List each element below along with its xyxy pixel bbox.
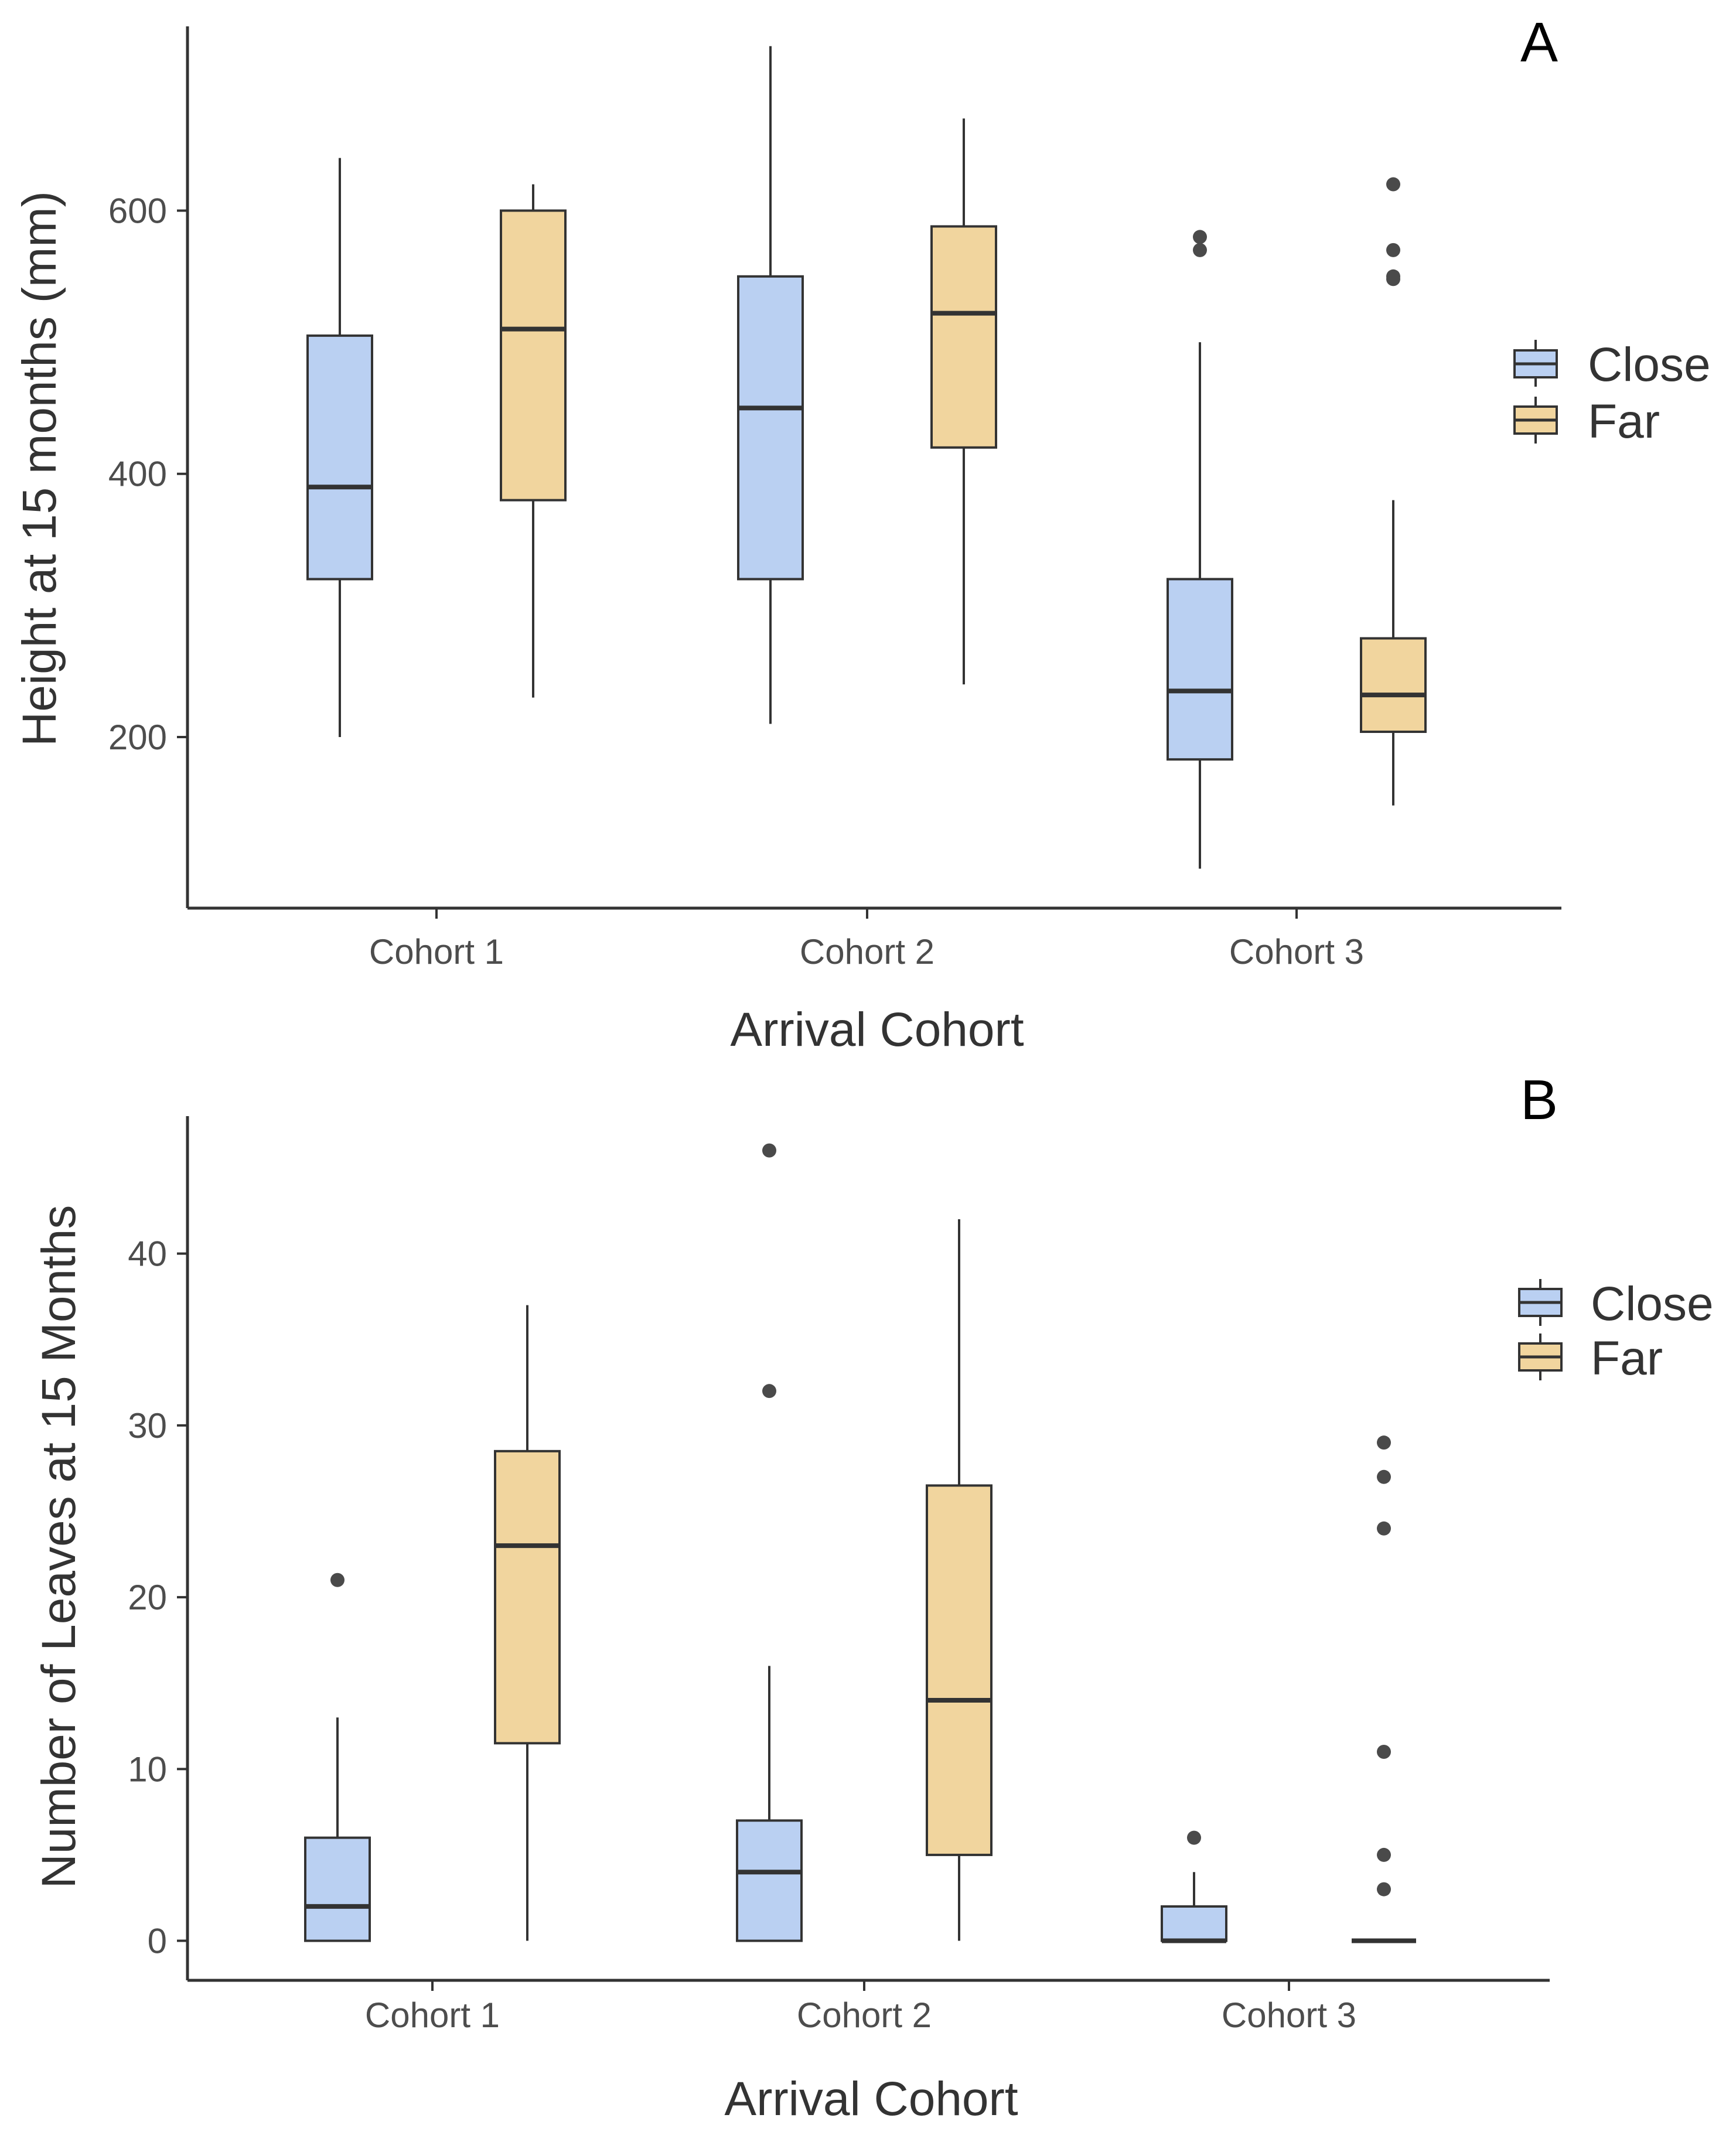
outlier-point	[330, 1573, 345, 1587]
panel-b-box-close-cohort-1	[304, 1573, 371, 1942]
panel-b-legend-far-key	[1518, 1333, 1563, 1380]
panel-b-y-ticks: 0 10 20 30 40	[128, 1234, 187, 1961]
panel-b-legend: Close Far	[1518, 1277, 1714, 1385]
panel-b-legend-far-label: Far	[1591, 1332, 1663, 1385]
panel-a-legend-close-label: Close	[1588, 338, 1711, 391]
box-iqr	[736, 1819, 803, 1942]
panel-a-legend: Close Far	[1513, 338, 1711, 448]
outlier-point	[1193, 230, 1207, 244]
outlier-point	[1386, 269, 1400, 284]
panel-a-y-ticks: 200 400 600	[108, 191, 187, 757]
panel-a-y-tick-label: 200	[108, 718, 167, 757]
panel-b-y-tick-label: 20	[128, 1578, 167, 1617]
outlier-point	[1377, 1469, 1391, 1484]
box-iqr	[737, 275, 804, 581]
outlier-point	[1187, 1830, 1201, 1845]
panel-a-x-tick-label: Cohort 2	[800, 932, 934, 971]
panel-a-legend-far-key	[1513, 397, 1558, 444]
panel-b-y-axis-title: Number of Leaves at 15 Months	[32, 1205, 86, 1889]
outlier-point	[762, 1143, 776, 1158]
panel-b-box-close-cohort-2	[736, 1143, 803, 1942]
outlier-point	[1377, 1847, 1391, 1862]
box-iqr	[500, 209, 567, 502]
panel-b-legend-close-label: Close	[1591, 1277, 1714, 1331]
panel-a-y-tick-label: 400	[108, 455, 167, 494]
panel-a-x-axis-title: Arrival Cohort	[730, 1003, 1024, 1056]
panel-a-box-far-cohort-2	[930, 118, 997, 685]
panel-b-box-close-cohort-3	[1161, 1830, 1227, 1943]
panel-a-legend-close-key	[1513, 340, 1558, 387]
panel-b-legend-close-key	[1518, 1279, 1563, 1326]
box-iqr	[1161, 1905, 1227, 1942]
panel-b-x-ticks: Cohort 1 Cohort 2 Cohort 3	[365, 1980, 1356, 2035]
panel-a-x-tick-label: Cohort 3	[1229, 932, 1364, 971]
panel-b-y-tick-label: 30	[128, 1406, 167, 1445]
panel-a-box-far-cohort-3	[1360, 177, 1427, 806]
panel-b-plot-area	[304, 1143, 1416, 1943]
outlier-point	[1386, 177, 1400, 192]
panel-a-legend-far-label: Far	[1588, 395, 1660, 448]
panel-b-x-tick-label: Cohort 3	[1222, 1996, 1356, 2035]
outlier-point	[1377, 1435, 1391, 1450]
outlier-point	[1377, 1882, 1391, 1897]
panel-a-label: A	[1520, 11, 1558, 74]
panel-b-label: B	[1520, 1069, 1558, 1131]
panel-b-box-far-cohort-3	[1352, 1435, 1416, 1943]
panel-a-plot-area	[306, 46, 1427, 869]
outlier-point	[1377, 1744, 1391, 1759]
box-iqr	[1360, 637, 1427, 733]
panel-b-box-far-cohort-1	[494, 1305, 561, 1941]
panel-a-x-tick-label: Cohort 1	[369, 932, 504, 971]
panel-a-x-ticks: Cohort 1 Cohort 2 Cohort 3	[369, 908, 1364, 971]
panel-a-y-tick-label: 600	[108, 191, 167, 230]
box-iqr	[306, 334, 373, 581]
outlier-point	[1386, 243, 1400, 257]
outlier-point	[1377, 1521, 1391, 1536]
panel-b-x-axis-title: Arrival Cohort	[724, 2072, 1018, 2126]
box-iqr	[494, 1450, 561, 1745]
panel-a-height-chart: A 200 400 600 Cohort 1 Cohort 2 Cohort 3 Arr…	[13, 11, 1711, 1056]
panel-b-leaves-chart: B 0 10 20 30 40 Cohort 1 Cohort 2 Cohort 3 Arr…	[32, 1069, 1714, 2126]
panel-b-y-tick-label: 40	[128, 1234, 167, 1274]
panel-b-y-tick-label: 10	[128, 1749, 167, 1789]
outlier-point	[1193, 243, 1207, 257]
panel-a-y-axis-title: Height at 15 months (mm)	[13, 191, 66, 746]
panel-b-x-tick-label: Cohort 2	[797, 1996, 932, 2035]
panel-b-y-tick-label: 0	[148, 1922, 167, 1961]
box-iqr	[926, 1484, 993, 1856]
box-iqr	[304, 1836, 371, 1942]
panel-b-box-far-cohort-2	[926, 1219, 993, 1941]
panel-a-box-far-cohort-1	[500, 184, 567, 698]
panel-a-box-close-cohort-2	[737, 46, 804, 724]
box-iqr	[1167, 578, 1233, 761]
panel-a-box-close-cohort-1	[306, 158, 373, 737]
panel-a-box-close-cohort-3	[1167, 230, 1233, 869]
box-iqr	[930, 225, 997, 449]
panel-b-x-tick-label: Cohort 1	[365, 1996, 500, 2035]
outlier-point	[762, 1384, 776, 1399]
